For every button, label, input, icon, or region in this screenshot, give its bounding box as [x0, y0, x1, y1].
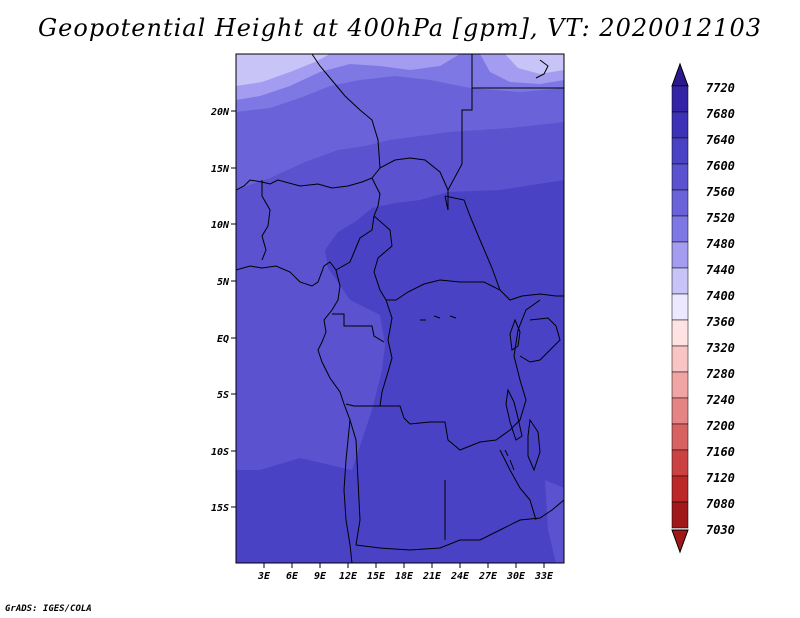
colorbar-segment [671, 111, 689, 139]
lon-label: 21E [422, 571, 442, 582]
colorbar-segment [671, 345, 689, 373]
colorbar-segment [671, 241, 689, 269]
lat-label: 5S [217, 390, 229, 401]
colorbar-label: 7680 [706, 107, 735, 121]
colorbar-label: 7200 [706, 419, 735, 433]
colorbar-label: 7600 [706, 159, 735, 173]
fill-7560-se [545, 480, 564, 563]
map-plot [236, 54, 564, 563]
fill-7400a [236, 54, 330, 86]
lon-label: 27E [478, 571, 498, 582]
colorbar-segment [671, 501, 689, 529]
colorbar-label: 7440 [706, 263, 735, 277]
lon-ticks [263, 563, 545, 568]
colorbar-label: 7080 [706, 497, 735, 511]
lon-label: 12E [339, 571, 358, 582]
lat-label: 20N [210, 107, 230, 118]
lon-label: 9E [314, 571, 327, 582]
colorbar-label: 7720 [706, 81, 735, 95]
colorbar-label: 7480 [706, 237, 735, 251]
colorbar-label: 7030 [706, 523, 735, 537]
colorbar-label: 7240 [706, 393, 735, 407]
lat-labels: 20N 15N 10N 5N EQ 5S 10S 15S [210, 107, 230, 514]
colorbar-label: 7360 [706, 315, 735, 329]
fill-7560 [236, 54, 564, 470]
colorbar-label: 7280 [706, 367, 735, 381]
colorbar-segment [671, 137, 689, 165]
colorbar-label: 7560 [706, 185, 735, 199]
lon-label: 18E [395, 571, 414, 582]
colorbar-min-arrow-icon [671, 529, 689, 554]
lat-label: 10N [211, 220, 230, 231]
lon-label: 33E [534, 571, 554, 582]
colorbar-label: 7160 [706, 445, 735, 459]
lat-label: 10S [211, 447, 229, 458]
fill-7400b [505, 54, 564, 74]
lat-ticks [231, 110, 236, 508]
colorbar-segment [671, 267, 689, 295]
colorbar-segment [671, 189, 689, 217]
colorbar-segment [671, 371, 689, 399]
colorbar-label: 7640 [706, 133, 735, 147]
colorbar: 7720 7680 7640 7600 7560 7520 7480 7440 … [671, 62, 735, 554]
chart-title: Geopotential Height at 400hPa [gpm], VT:… [38, 14, 762, 42]
lon-labels: 3E 6E 9E 12E 15E 18E 21E 24E 27E 30E 33E [257, 571, 554, 582]
colorbar-segment [671, 397, 689, 425]
colorbar-segment [671, 475, 689, 503]
colorbar-label: 7120 [706, 471, 735, 485]
lat-label: 15S [211, 503, 229, 514]
lat-label: 15N [211, 164, 230, 175]
lat-label: EQ [217, 334, 229, 345]
lon-label: 6E [286, 571, 299, 582]
grads-credit: GrADS: IGES/COLA [5, 604, 92, 614]
colorbar-segment [671, 163, 689, 191]
lon-label: 3E [257, 571, 271, 582]
lat-label: 5N [217, 277, 230, 288]
colorbar-label: 7320 [706, 341, 735, 355]
colorbar-segment [671, 85, 689, 113]
colorbar-segment [671, 423, 689, 451]
lon-label: 24E [450, 571, 470, 582]
colorbar-segment [671, 293, 689, 321]
country-borders [236, 54, 564, 563]
colorbar-segment [671, 215, 689, 243]
lakes [420, 315, 541, 472]
lon-label: 30E [506, 571, 526, 582]
colorbar-segment [671, 449, 689, 477]
lon-label: 15E [367, 571, 386, 582]
map-frame [235, 53, 565, 564]
colorbar-label: 7400 [706, 289, 735, 303]
colorbar-segment [671, 319, 689, 347]
colorbar-label: 7520 [706, 211, 735, 225]
colorbar-max-arrow-icon [671, 62, 689, 87]
